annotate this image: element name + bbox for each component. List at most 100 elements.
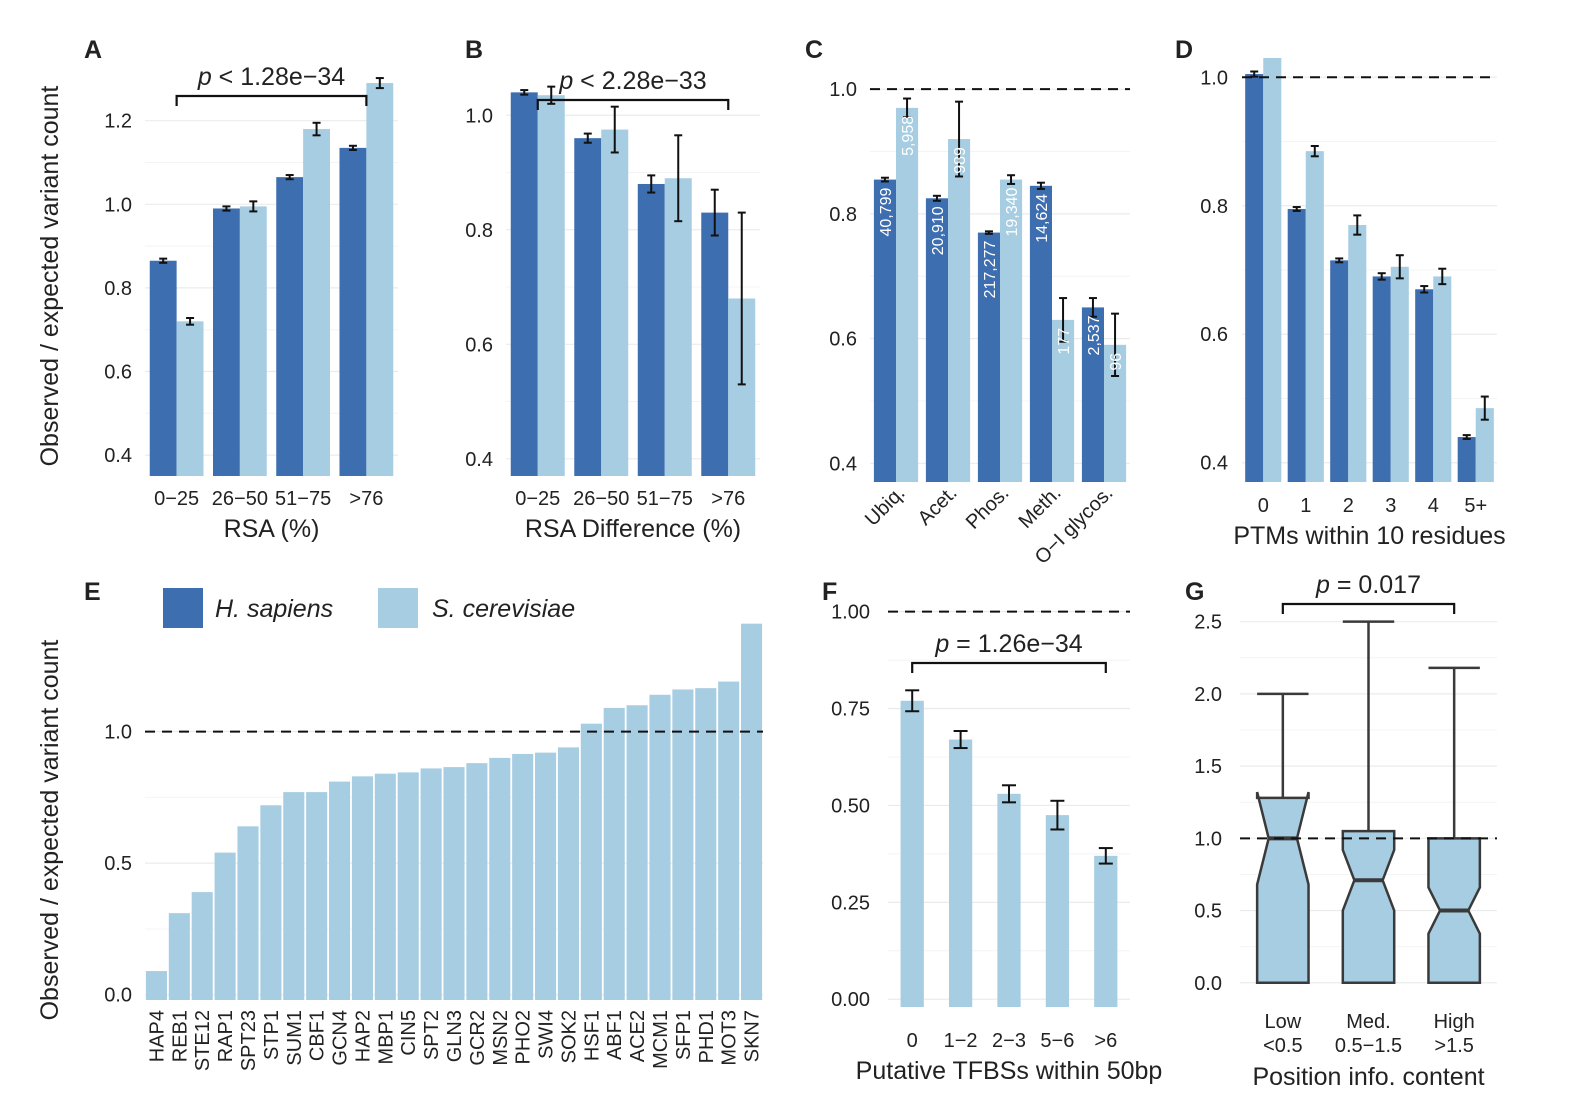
- legend-label-yeast: S. cerevisiae: [432, 595, 575, 623]
- x-tick-label: MCM1: [650, 1010, 672, 1069]
- x-axis-title: Putative TFBSs within 50bp: [856, 1057, 1163, 1085]
- x-tick-label: Phos.: [962, 482, 1014, 534]
- legend-label-human: H. sapiens: [215, 595, 333, 623]
- bar: [149, 260, 177, 476]
- x-tick-label: 0: [907, 1030, 918, 1052]
- y-tick-label: 0.6: [1200, 324, 1228, 346]
- significance-label: p = 0.017: [1315, 571, 1421, 599]
- x-tick-label: SOK2: [558, 1010, 580, 1063]
- x-tick-label: HSF1: [581, 1010, 603, 1061]
- x-tick-label: 0.5−1.5: [1335, 1035, 1402, 1057]
- bar: [626, 705, 648, 1000]
- bar: [303, 129, 331, 476]
- bar: [574, 138, 602, 477]
- x-tick-label: PHO2: [513, 1010, 535, 1064]
- y-axis-title-top: Observed / expected variant count: [36, 86, 64, 467]
- bar-count-label: 14,624: [1034, 194, 1051, 243]
- x-tick-label: 3: [1385, 495, 1396, 517]
- panel-label: F: [822, 578, 837, 606]
- bar: [212, 208, 240, 477]
- p-value: < 1.28e−34: [212, 63, 346, 91]
- bar-count-label: 96: [1108, 353, 1125, 371]
- bar: [260, 805, 282, 1000]
- x-tick-label: SPT23: [238, 1010, 260, 1071]
- bar: [443, 767, 465, 1000]
- panel-c: 0.4 0.6 0.8 1.0 C 40,799 20,910 217,277 14,624 2,…: [805, 36, 1130, 569]
- bar: [664, 178, 692, 476]
- x-tick-label: PHD1: [696, 1010, 718, 1063]
- x-tick-label: >6: [1094, 1030, 1117, 1052]
- y-tick-label: 0.0: [1194, 973, 1222, 995]
- x-tick-label: SPT2: [421, 1010, 443, 1060]
- x-tick-label: >1.5: [1434, 1035, 1473, 1057]
- y-tick-label: 0.4: [829, 453, 857, 475]
- significance-label: p < 2.28e−33: [558, 67, 706, 95]
- bar: [718, 681, 740, 1000]
- y-tick-label: 1.0: [104, 194, 132, 216]
- box-body: [1341, 829, 1396, 985]
- x-tick-label: RAP1: [215, 1010, 237, 1062]
- bar: [1348, 225, 1367, 482]
- bar: [537, 95, 565, 476]
- x-tick-label: Med.: [1346, 1011, 1390, 1033]
- bar: [1045, 815, 1070, 1007]
- bar: [900, 700, 924, 1007]
- y-tick-label: 1.5: [1194, 756, 1222, 778]
- significance-bracket: [911, 661, 1107, 673]
- legend: H. sapiens S. cerevisiae: [163, 588, 575, 628]
- x-tick-label: 5+: [1464, 495, 1487, 517]
- x-tick-label: 51−75: [637, 488, 693, 510]
- bar: [701, 212, 729, 477]
- x-tick-label: 51−75: [275, 488, 331, 510]
- x-tick-label: GCN4: [330, 1010, 352, 1066]
- x-tick-label: MOT3: [719, 1010, 741, 1066]
- bar: [1475, 408, 1494, 482]
- panel-label: E: [84, 578, 101, 606]
- x-tick-label: <0.5: [1263, 1035, 1302, 1057]
- bar-count-label: 177: [1056, 328, 1073, 355]
- x-tick-label: STE12: [192, 1010, 214, 1071]
- panel-e: 0.0 0.5 1.0 E HAP4 REB1 STE12 RAP1 SPT23 STP1 SUM1…: [84, 578, 764, 1071]
- bar: [601, 129, 629, 476]
- box-body: [1255, 791, 1310, 985]
- bar: [374, 773, 396, 1000]
- bar: [339, 147, 367, 476]
- p-symbol: p: [197, 63, 212, 91]
- bar: [873, 179, 896, 482]
- x-tick-label: MSN2: [490, 1010, 512, 1066]
- bar: [948, 139, 971, 482]
- p-symbol: p: [934, 630, 949, 658]
- bar: [997, 793, 1021, 1007]
- bar-count-label: 19,340: [1004, 187, 1021, 236]
- y-tick-label: 2.0: [1194, 684, 1222, 706]
- panel-label: D: [1175, 36, 1193, 64]
- bar: [306, 792, 328, 1000]
- x-tick-label: 1−2: [944, 1030, 978, 1052]
- bar-count-label: 20,910: [930, 206, 947, 255]
- y-tick-label: 0.8: [465, 220, 493, 242]
- panel-b: 0.4 0.6 0.8 1.0 Bp < 2.28e−33 0−25 26−50 51−75 >…: [465, 36, 760, 543]
- x-tick-label: GLN3: [444, 1010, 466, 1062]
- x-tick-label: >76: [349, 488, 383, 510]
- bar: [1104, 344, 1127, 482]
- p-value: < 2.28e−33: [573, 67, 706, 95]
- bar: [351, 776, 373, 1000]
- x-tick-label: CBF1: [307, 1010, 329, 1061]
- x-tick-label: >76: [711, 488, 745, 510]
- bar: [1245, 74, 1264, 482]
- panel-label: C: [805, 36, 823, 64]
- bar: [1094, 855, 1118, 1007]
- bar: [695, 688, 717, 1000]
- bar: [176, 321, 204, 476]
- x-tick-label: MBP1: [375, 1010, 397, 1064]
- bar: [1305, 151, 1324, 482]
- y-tick-label: 1.00: [831, 602, 870, 624]
- bar: [239, 206, 267, 476]
- y-tick-label: 1.0: [1200, 67, 1228, 89]
- bar: [168, 913, 190, 1000]
- p-value: = 0.017: [1330, 571, 1421, 599]
- x-tick-label: GCR2: [467, 1010, 489, 1066]
- x-tick-label: SWI4: [536, 1010, 558, 1059]
